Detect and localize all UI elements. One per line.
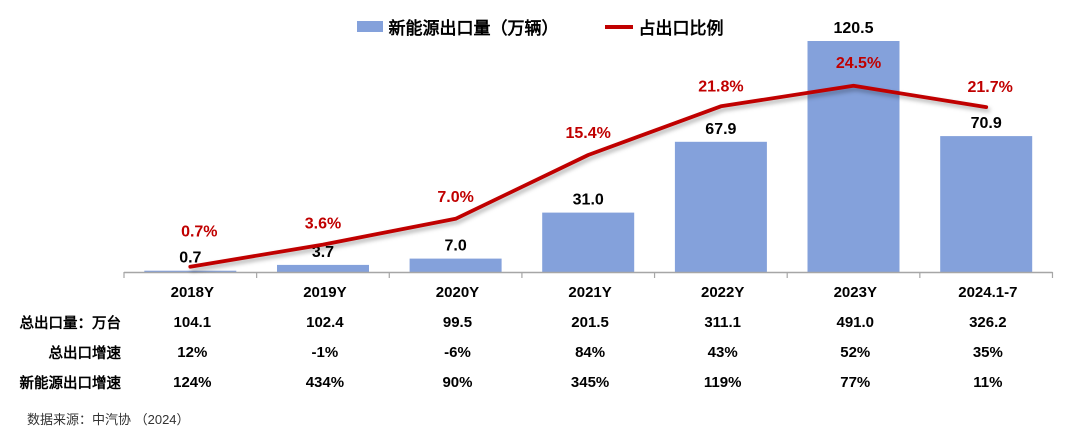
- line-series-swatch-icon: [604, 24, 633, 29]
- bar-value-label: 31.0: [573, 192, 604, 209]
- table-cell-value: 90%: [442, 373, 473, 391]
- table-cell-value: 77%: [840, 373, 871, 391]
- table-cell-value: 326.2: [969, 313, 1007, 331]
- bar-2020Y: [409, 258, 502, 272]
- table-cell-value: 201.5: [571, 313, 609, 331]
- table-cell-value: 124%: [173, 373, 212, 391]
- data-table: 2018Y 2019Y 2020Y 2021Y 2022Y 2023Y 2024.1-7 总出…: [0, 277, 1054, 397]
- line-value-label: 0.7%: [181, 224, 217, 241]
- bar-2019Y: [277, 264, 369, 272]
- bar-value-label: 0.7: [179, 250, 201, 267]
- table-cell-value: 12%: [177, 343, 208, 361]
- table-row-header: 总出口增速: [48, 345, 122, 362]
- x-axis-label: 2020Y: [435, 283, 480, 301]
- combo-chart-plot-area: 0.7 3.7 7.0 31.0 67.9 120.5 70.9 0.7% 3.6% 7.0% 15…: [123, 20, 1054, 278]
- table-cell-value: 52%: [840, 343, 871, 361]
- line-series-label: 占出口比例: [638, 19, 724, 38]
- bar-value-label: 3.7: [312, 244, 334, 261]
- table-row-header: 总出口量：万台: [19, 315, 122, 332]
- table-cell-value: -6%: [444, 343, 471, 361]
- table-row-header: 新能源出口增速: [19, 375, 122, 392]
- table-cell-value: 11%: [973, 373, 1003, 391]
- x-axis-label: 2019Y: [303, 283, 347, 301]
- table-cell-value: 102.4: [306, 313, 344, 331]
- line-value-label: 7.0%: [437, 189, 473, 206]
- bar-value-label: 7.0: [444, 238, 466, 255]
- line-value-label: 15.4%: [566, 125, 611, 142]
- bar-2024.1-7: [940, 136, 1033, 272]
- table-cell-value: 43%: [707, 343, 738, 361]
- x-axis-label: 2021Y: [568, 283, 612, 301]
- line-value-label: 21.8%: [698, 78, 743, 95]
- bar-value-label: 120.5: [833, 20, 873, 37]
- bar-2023Y: [807, 41, 900, 272]
- line-value-label: 3.6%: [305, 216, 341, 233]
- bar-2018Y: [144, 270, 237, 272]
- table-cell-value: 84%: [575, 343, 606, 361]
- line-series-path: [188, 83, 989, 269]
- legend-item-bar-series: 新能源出口量（万辆）: [356, 14, 559, 39]
- table-cell-value: 119%: [703, 373, 742, 391]
- table-cell-value: 99.5: [442, 313, 473, 331]
- legend: 新能源出口量（万辆） 占出口比例: [0, 14, 1080, 39]
- table-cell-value: 104.1: [173, 313, 212, 331]
- table-corner-spacer: [0, 277, 126, 307]
- bar-series-swatch-icon: [356, 21, 383, 32]
- table-cell-value: 491.0: [836, 313, 875, 331]
- legend-item-line-series: 占出口比例: [604, 14, 724, 39]
- table-cell-value: 35%: [972, 343, 1003, 361]
- bar-value-label: 70.9: [971, 115, 1002, 132]
- x-axis-label: 2018Y: [170, 283, 214, 301]
- bar-series-label: 新能源出口量（万辆）: [388, 19, 559, 38]
- line-value-label: 21.7%: [968, 79, 1013, 96]
- bar-value-label: 67.9: [705, 121, 736, 138]
- table-cell-value: 311.1: [704, 313, 742, 331]
- table-cell-value: 434%: [305, 373, 345, 391]
- x-axis-label: 2022Y: [700, 283, 745, 301]
- x-axis-label: 2023Y: [833, 283, 877, 301]
- source-note: 数据来源：中汽协 （2024）: [27, 412, 190, 427]
- table-cell-value: -1%: [311, 343, 339, 361]
- bar-2021Y: [542, 212, 635, 272]
- bar-2022Y: [674, 141, 767, 272]
- table-cell-value: 345%: [570, 373, 610, 391]
- x-axis-label: 2024.1-7: [958, 283, 1018, 301]
- line-value-label: 24.5%: [836, 55, 881, 72]
